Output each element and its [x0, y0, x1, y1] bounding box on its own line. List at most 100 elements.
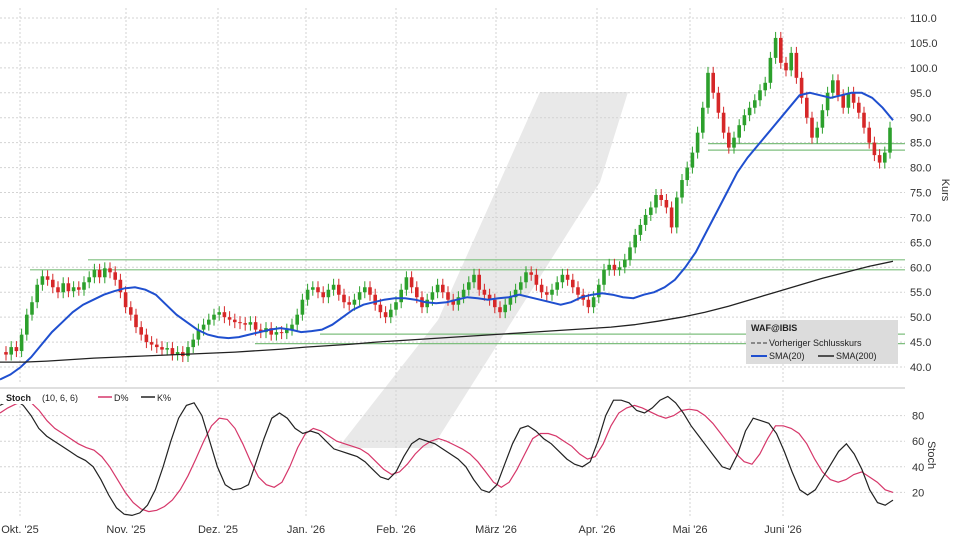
- candle-body: [139, 327, 143, 335]
- candle-body: [212, 314, 216, 320]
- candle-body: [92, 269, 97, 278]
- candle-body: [888, 127, 892, 153]
- candle-body: [378, 304, 383, 313]
- x-tick-label: Nov. '25: [106, 524, 145, 536]
- candle-body: [342, 294, 346, 303]
- candle-body: [498, 307, 502, 313]
- candle-body: [836, 80, 840, 96]
- candle-body: [482, 289, 487, 295]
- stoch-legend: Stoch (10, 6, 6) D% K%: [2, 390, 188, 404]
- legend-label-d: D%: [114, 393, 129, 403]
- candle-body: [617, 267, 622, 270]
- candle-body: [35, 284, 39, 303]
- candle-body: [711, 72, 715, 93]
- candle-body: [794, 52, 799, 78]
- candle-body: [799, 77, 804, 98]
- candle-body: [409, 277, 414, 288]
- stoch-y-tick-label: 60: [912, 436, 924, 448]
- candle-body: [14, 347, 19, 352]
- candle-body: [321, 292, 325, 298]
- price-y-tick-label: 80.0: [910, 163, 931, 175]
- price-y-tick-label: 45.0: [910, 337, 931, 349]
- candle-body: [555, 282, 559, 290]
- candle-body: [805, 97, 809, 118]
- legend-label-sma20: SMA(20): [769, 351, 805, 361]
- stoch-y-tick-label: 40: [912, 462, 924, 474]
- candle-body: [285, 329, 289, 334]
- candle-body: [477, 274, 481, 290]
- candle-body: [441, 284, 445, 293]
- candle-body: [430, 292, 435, 300]
- candle-body: [129, 307, 133, 315]
- candle-body: [602, 269, 606, 285]
- candle-body: [508, 297, 513, 305]
- candle-body: [623, 259, 627, 268]
- candle-body: [742, 115, 747, 126]
- candle-body: [227, 317, 232, 320]
- candle-body: [461, 289, 466, 298]
- candle-body: [222, 312, 227, 318]
- candle-body: [883, 152, 887, 163]
- candle-body: [103, 268, 107, 278]
- candle-body: [389, 309, 393, 318]
- candle-body: [753, 100, 757, 108]
- candle-body: [727, 132, 731, 148]
- candle-body: [565, 274, 570, 280]
- candle-body: [316, 287, 320, 293]
- x-tick-label: Apr. '26: [579, 524, 616, 536]
- candle-body: [61, 283, 65, 293]
- candle-body: [716, 92, 721, 113]
- candle-body: [399, 289, 403, 303]
- candle-body: [607, 264, 611, 270]
- candle-body: [519, 282, 523, 290]
- x-axis-ticks: Okt. '25 Nov. '25 Dez. '25 Jan. '26 Feb. '26…: [1, 524, 802, 536]
- candle-body: [435, 284, 440, 293]
- candle-body: [784, 62, 788, 71]
- candle-body: [862, 112, 866, 128]
- stoch-y-axis-label: Stoch: [925, 441, 937, 469]
- stoch-grid: [0, 415, 905, 493]
- candle-body: [732, 137, 736, 148]
- candle-body: [160, 347, 164, 350]
- price-y-tick-label: 60.0: [910, 262, 931, 274]
- candle-body: [113, 272, 117, 280]
- candle-body: [30, 302, 34, 315]
- stoch-legend-params: (10, 6, 6): [42, 393, 78, 403]
- candle-body: [51, 279, 55, 288]
- candle-body: [467, 282, 471, 290]
- candle-body: [779, 37, 783, 63]
- candle-body: [373, 294, 377, 305]
- candle-body: [118, 279, 123, 293]
- candle-body: [675, 197, 679, 228]
- candle-body: [269, 328, 273, 335]
- candle-body: [87, 277, 91, 283]
- stoch-legend-title: Stoch: [6, 393, 31, 403]
- candle-body: [363, 287, 367, 293]
- candle-body: [207, 319, 211, 325]
- candle-body: [810, 117, 814, 138]
- candle-body: [560, 274, 565, 283]
- candle-body: [877, 155, 882, 163]
- candle-body: [201, 324, 206, 330]
- candle-body: [71, 287, 76, 292]
- candle-body: [597, 284, 601, 298]
- candle-body: [248, 322, 253, 325]
- candle-body: [586, 299, 591, 308]
- candle-body: [737, 125, 741, 138]
- candle-body: [357, 292, 362, 300]
- candle-body: [196, 329, 201, 340]
- x-tick-label: Jan. '26: [287, 524, 325, 536]
- price-y-tick-label: 110.0: [910, 13, 937, 25]
- candle-body: [368, 287, 372, 295]
- candle-body: [19, 334, 24, 352]
- candle-body: [747, 107, 752, 116]
- candle-body: [789, 52, 793, 71]
- candle-body: [155, 344, 159, 348]
- x-tick-label: Dez. '25: [198, 524, 238, 536]
- candle-body: [456, 297, 461, 305]
- candle-body: [472, 274, 476, 283]
- candle-body: [305, 289, 310, 300]
- candle-body: [503, 304, 507, 313]
- candle-body: [311, 287, 315, 290]
- legend-label-prev-close: Vorheriger Schlusskurs: [769, 338, 862, 348]
